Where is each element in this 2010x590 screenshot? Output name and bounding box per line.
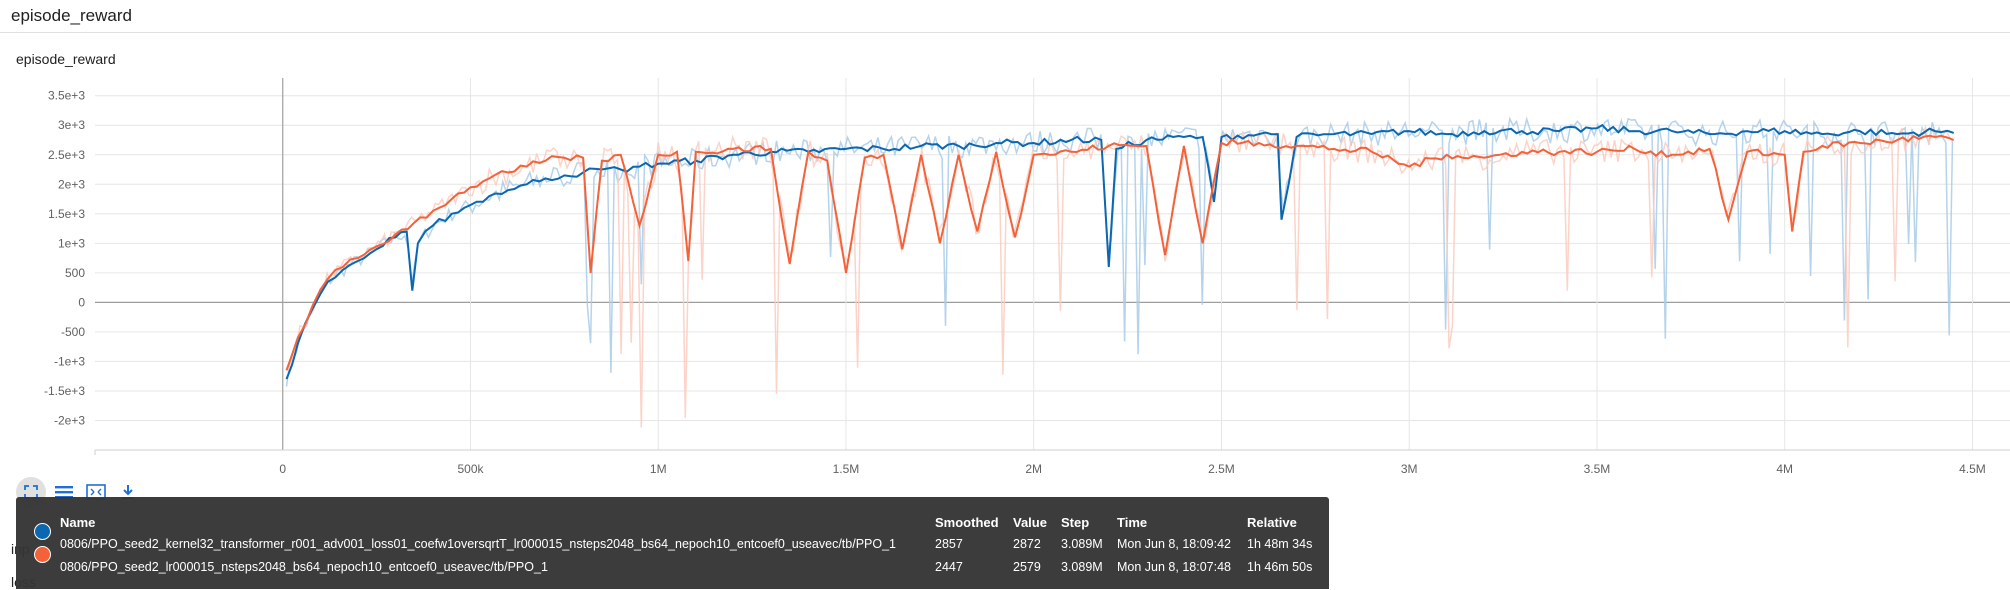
series-swatch-orange (34, 546, 51, 563)
y-tick-label: 500 (65, 266, 85, 280)
legend-row-smoothed: 2857 (935, 536, 963, 551)
legend-tooltip: Name Smoothed Value Step Time Relative 0… (16, 497, 1329, 589)
legend-header-relative: Relative (1247, 514, 1297, 530)
legend-row-value: 2872 (1013, 536, 1041, 551)
page-header: episode_reward (0, 0, 2010, 33)
y-tick-label: 0 (78, 295, 85, 309)
x-tick-label: 3.5M (1584, 462, 1611, 476)
y-tick-label: 3.5e+3 (48, 89, 85, 103)
legend-header-step: Step (1061, 514, 1090, 530)
legend-header-row: Name Smoothed Value Step Time Relative (16, 512, 1327, 532)
smoothed-series-line (285, 134, 1955, 371)
y-tick-label: -1e+3 (54, 354, 85, 368)
y-tick-label: -500 (61, 325, 85, 339)
x-tick-label: 3M (1401, 462, 1418, 476)
x-tick-label: 1M (650, 462, 667, 476)
smoothed-series-line (285, 123, 1955, 380)
legend-row-relative: 1h 46m 50s (1247, 559, 1313, 574)
fullscreen-icon (24, 485, 38, 499)
x-tick-label: 0 (279, 462, 286, 476)
legend-table: Name Smoothed Value Step Time Relative 0… (16, 512, 1327, 578)
legend-header-smoothed: Smoothed (935, 514, 999, 530)
x-tick-label: 500k (457, 462, 484, 476)
legend-row-time: Mon Jun 8, 18:07:48 (1117, 559, 1231, 574)
legend-row-step: 3.089M (1061, 559, 1103, 574)
y-tick-label: 1.5e+3 (48, 207, 85, 221)
legend-header-name: Name (60, 514, 96, 530)
legend-row-relative: 1h 48m 34s (1247, 536, 1313, 551)
y-tick-label: 2.5e+3 (48, 148, 85, 162)
legend-row-value: 2579 (1013, 559, 1041, 574)
legend-row-name: 0806/PPO_seed2_kernel32_transformer_r001… (60, 536, 897, 551)
y-tick-label: 1e+3 (58, 236, 85, 250)
x-tick-label: 4.5M (1959, 462, 1986, 476)
tick-label-layer: -2e+3 -1.5e+3 -1e+3 -500 0 500 1e+3 1.5e+3 2e+3 2… (44, 89, 1986, 476)
legend-row-smoothed: 2447 (935, 559, 963, 574)
page-title: episode_reward (11, 6, 132, 25)
x-tick-label: 2.5M (1208, 462, 1235, 476)
legend-row: 0806/PPO_seed2_lr000015_nsteps2048_bs64_… (16, 546, 1327, 578)
x-tick-label: 1.5M (833, 462, 860, 476)
legend-row: 0806/PPO_seed2_kernel32_transformer_r001… (16, 523, 1327, 555)
legend-row-step: 3.089M (1061, 536, 1103, 551)
y-tick-label: -1.5e+3 (44, 384, 85, 398)
series-swatch-blue (34, 523, 51, 540)
legend-row-time: Mon Jun 8, 18:09:42 (1117, 536, 1231, 551)
legend-row-name: 0806/PPO_seed2_lr000015_nsteps2048_bs64_… (60, 559, 548, 574)
chart-card-title: episode_reward (16, 51, 116, 67)
y-tick-label: -2e+3 (54, 413, 85, 427)
line-chart[interactable]: -2e+3 -1.5e+3 -1e+3 -500 0 500 1e+3 1.5e+3 2e+3 2… (0, 70, 2010, 480)
raw-series-line (285, 124, 1954, 428)
x-tick-label: 2M (1025, 462, 1042, 476)
y-tick-label: 3e+3 (58, 118, 85, 132)
smoothed-series-layer (285, 123, 1955, 380)
x-tick-label: 4M (1776, 462, 1793, 476)
legend-header-time: Time (1117, 514, 1148, 530)
raw-series-line (285, 116, 1954, 387)
y-tick-label: 2e+3 (58, 177, 85, 191)
legend-header-value: Value (1013, 514, 1047, 530)
